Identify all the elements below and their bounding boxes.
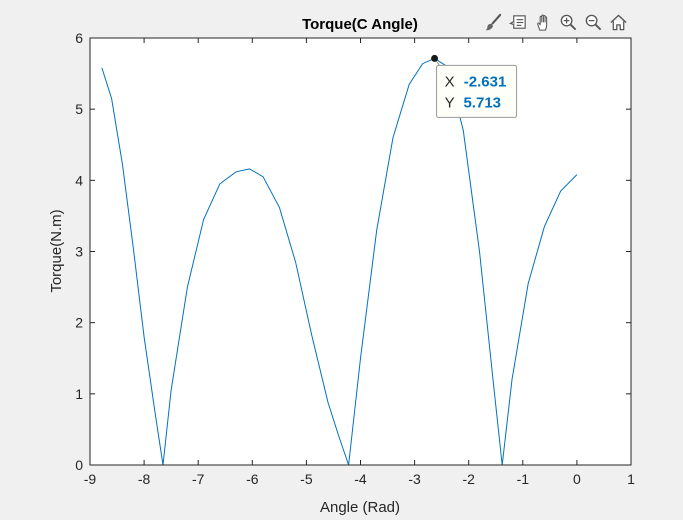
x-tick-label: -7 bbox=[192, 471, 205, 487]
series-point bbox=[111, 98, 112, 99]
y-tick-label: 6 bbox=[75, 30, 83, 46]
axes-toolbar bbox=[482, 11, 629, 33]
datatip-y-row: Y 5.713 bbox=[445, 94, 501, 111]
y-tick-label: 5 bbox=[75, 101, 83, 117]
series-point bbox=[511, 379, 512, 380]
y-tick-label: 3 bbox=[75, 244, 83, 260]
datatip-x-value: -2.631 bbox=[464, 73, 507, 90]
series-point bbox=[249, 168, 250, 169]
axes-background bbox=[90, 38, 631, 465]
x-tick-label: -4 bbox=[354, 471, 367, 487]
datatip-x-label: X bbox=[445, 73, 455, 90]
series-point bbox=[560, 190, 561, 191]
x-tick-label: -1 bbox=[517, 471, 530, 487]
series-point bbox=[576, 174, 577, 175]
series-point bbox=[295, 262, 296, 263]
series-point bbox=[327, 402, 328, 403]
series-point bbox=[122, 164, 123, 165]
x-tick-label: -3 bbox=[408, 471, 421, 487]
series-point bbox=[409, 84, 410, 85]
datatip-x-row: X -2.631 bbox=[445, 73, 507, 90]
y-tick-label: 1 bbox=[75, 386, 83, 402]
y-axis-label: Torque(N.m) bbox=[48, 209, 65, 292]
series-point bbox=[528, 283, 529, 284]
datatip-icon[interactable] bbox=[507, 11, 529, 33]
x-tick-label: -5 bbox=[300, 471, 313, 487]
x-tick-label: 0 bbox=[573, 471, 581, 487]
datatip-marker[interactable] bbox=[431, 54, 439, 62]
series-point bbox=[133, 247, 134, 248]
series-point bbox=[360, 358, 361, 359]
series-point bbox=[422, 63, 423, 64]
x-tick-label: -8 bbox=[138, 471, 151, 487]
datatip-y-label: Y bbox=[445, 94, 455, 111]
x-tick-label: -2 bbox=[462, 471, 475, 487]
series-point bbox=[279, 207, 280, 208]
series-point bbox=[235, 171, 236, 172]
datatip[interactable]: X -2.631 Y 5.713 bbox=[431, 54, 518, 118]
y-tick-label: 4 bbox=[75, 172, 83, 188]
series-point bbox=[187, 286, 188, 287]
series-point bbox=[171, 390, 172, 391]
x-tick-label: 1 bbox=[627, 471, 635, 487]
series-point bbox=[101, 67, 102, 68]
tick-layer: -9 -8 -7 -6 -5 -4 -3 -2 -1 0 1 0 1 2 3 4 5 6 bbox=[75, 30, 635, 487]
chart-title: Torque(C Angle) bbox=[302, 16, 418, 33]
x-tick-label: -6 bbox=[246, 471, 259, 487]
series-point bbox=[203, 219, 204, 220]
datatip-box bbox=[436, 64, 518, 118]
series-point bbox=[376, 230, 377, 231]
brush-icon[interactable] bbox=[482, 11, 504, 33]
home-icon[interactable] bbox=[607, 11, 629, 33]
series-point bbox=[263, 176, 264, 177]
series-point bbox=[338, 436, 339, 437]
series-point bbox=[392, 137, 393, 138]
datatip-y-value: 5.713 bbox=[463, 94, 501, 111]
series-line[interactable] bbox=[101, 57, 578, 466]
series-point bbox=[544, 226, 545, 227]
y-tick-label: 0 bbox=[75, 457, 83, 473]
series-point bbox=[463, 130, 464, 131]
axes-box bbox=[89, 37, 632, 466]
zoom-out-icon[interactable] bbox=[582, 11, 604, 33]
series-point bbox=[154, 411, 155, 412]
zoom-in-icon[interactable] bbox=[557, 11, 579, 33]
pan-hand-icon[interactable] bbox=[532, 11, 554, 33]
series-point bbox=[311, 335, 312, 336]
y-tick-label: 2 bbox=[75, 315, 83, 331]
series-point bbox=[144, 336, 145, 337]
x-axis-label: Angle (Rad) bbox=[320, 499, 400, 516]
series-point bbox=[219, 183, 220, 184]
series-point bbox=[479, 251, 480, 252]
series-point bbox=[492, 379, 493, 380]
x-tick-label: -9 bbox=[84, 471, 97, 487]
